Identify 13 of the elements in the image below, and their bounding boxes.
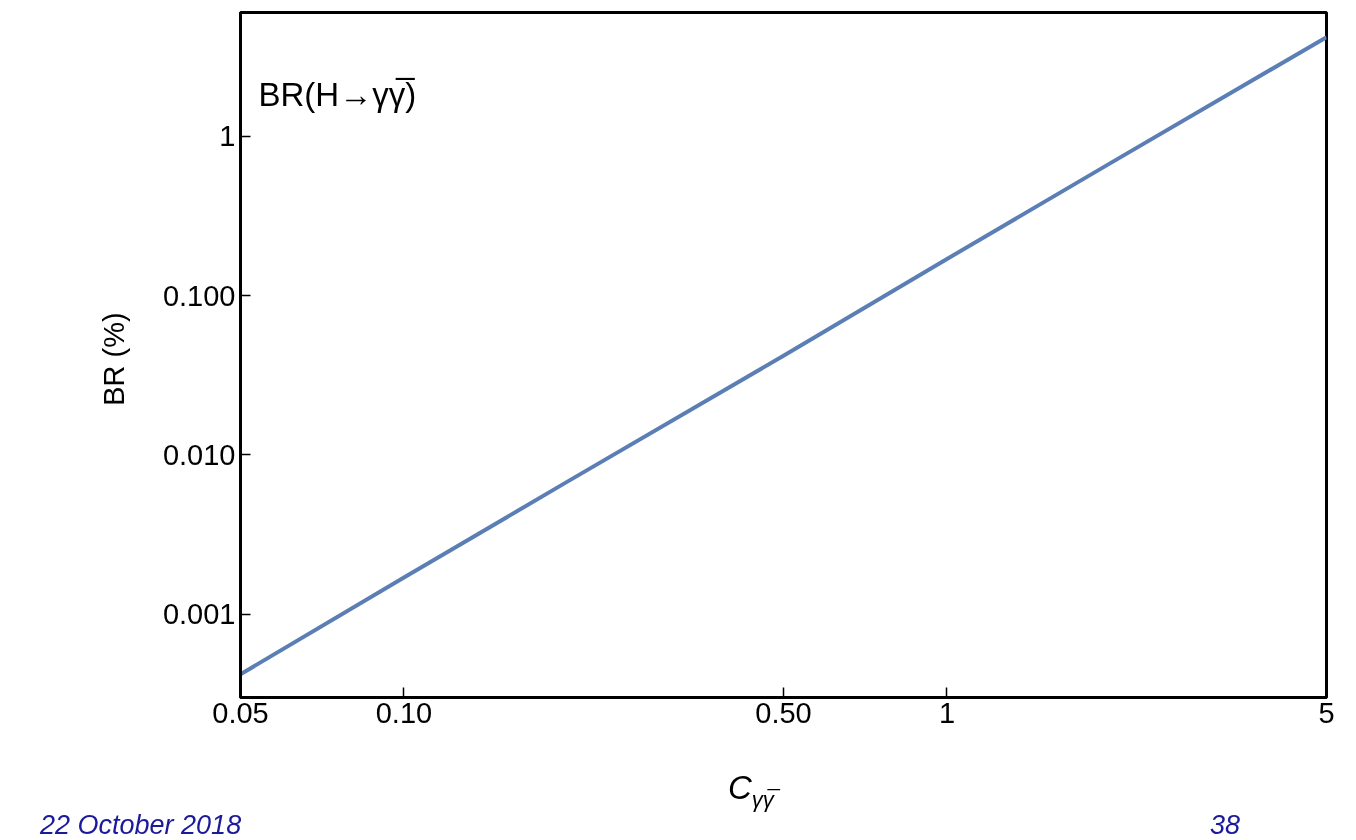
y-tick-label: 0.001 xyxy=(162,598,236,631)
text: BR(H→γγ̅) xyxy=(258,75,417,113)
text: 22 October 2018 xyxy=(40,809,242,840)
x-tick-label: 1 xyxy=(938,696,956,729)
text: 38 xyxy=(1209,809,1240,840)
x-tick-label: 0.10 xyxy=(375,696,433,729)
x-tick-label: 5 xyxy=(1318,696,1335,729)
y-tick-label: 0.010 xyxy=(162,438,236,471)
x-tick-label: 0.05 xyxy=(212,696,269,729)
y-tick-label: 1 xyxy=(219,120,236,153)
y-tick-label: 0.100 xyxy=(162,279,236,312)
x-tick-label: 0.50 xyxy=(755,696,812,729)
y-axis-title: BR (%) xyxy=(97,312,130,406)
